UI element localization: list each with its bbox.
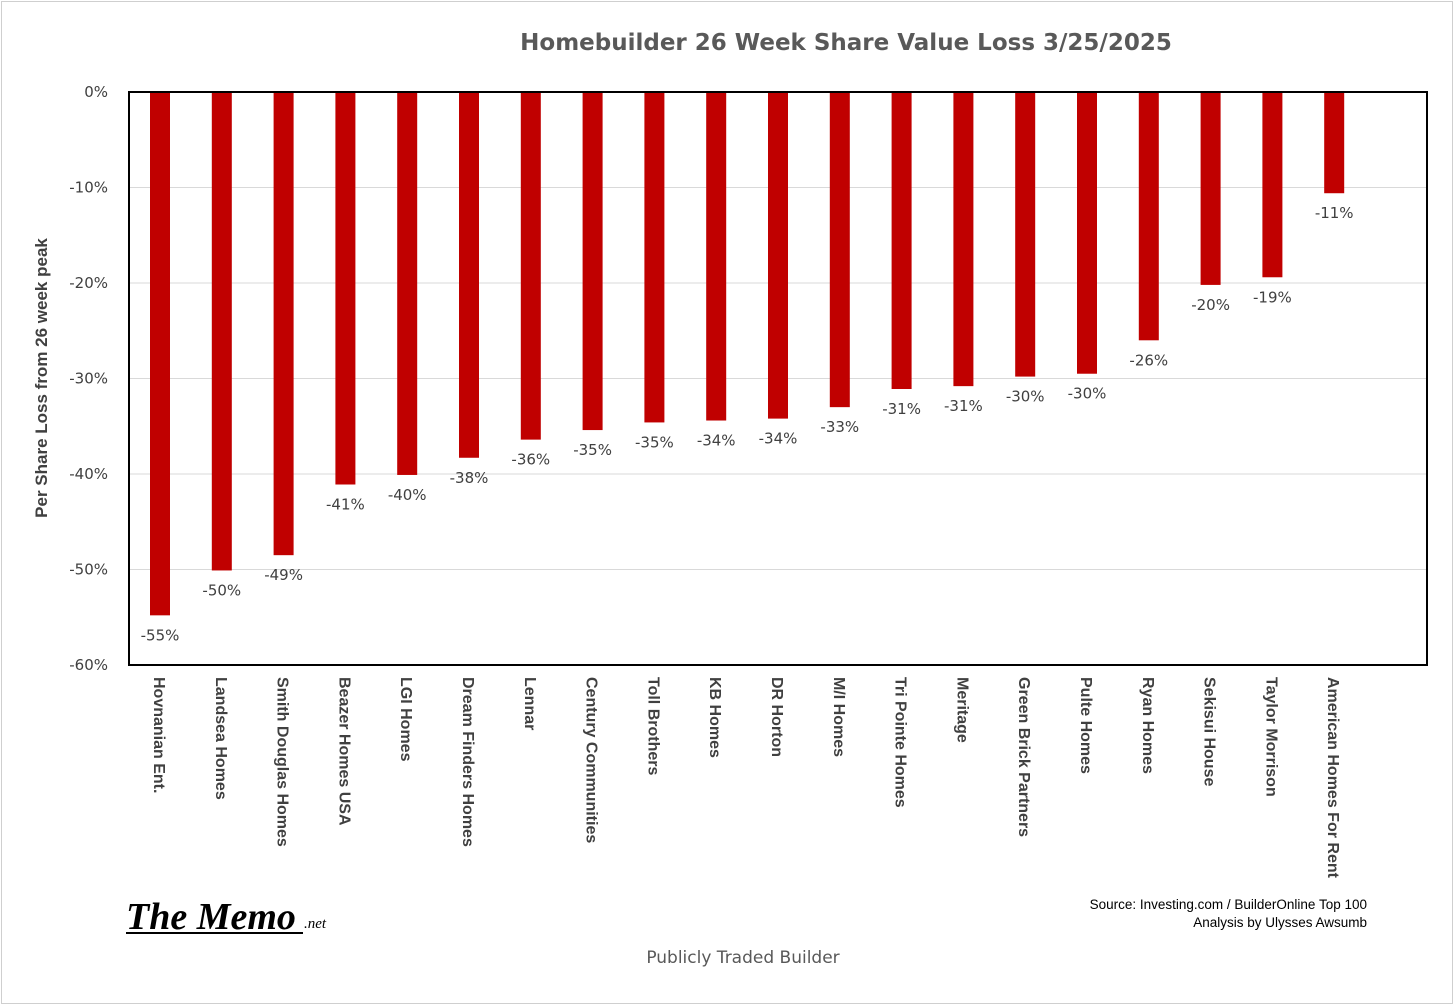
y-axis-ticks: 0% -10% -20% -30% -40% -50% -60%: [69, 83, 108, 674]
bar: [829, 92, 850, 408]
bar: [644, 92, 665, 423]
bar: [273, 92, 294, 556]
data-label: -33%: [820, 418, 859, 436]
bar: [1077, 92, 1097, 374]
x-category-label: Dream Finders Homes: [459, 677, 476, 847]
x-category-label: Tri Pointe Homes: [892, 677, 909, 808]
data-label: -35%: [635, 433, 674, 451]
logo-suffix: .net: [304, 916, 327, 932]
x-category-label: Smith Douglas Homes: [274, 677, 291, 847]
data-label: -55%: [141, 626, 180, 644]
y-tick-label: -30%: [69, 370, 108, 388]
x-category-label: LGI Homes: [397, 677, 414, 762]
data-label: -34%: [759, 430, 798, 448]
bars: [150, 92, 1345, 616]
x-category-label: Pulte Homes: [1077, 677, 1094, 774]
bar: [582, 92, 603, 431]
data-label: -30%: [1006, 388, 1045, 406]
data-label: -34%: [697, 432, 736, 450]
bar: [706, 92, 727, 421]
bar: [1138, 92, 1159, 341]
x-category-label: DR Horton: [768, 677, 785, 757]
chart-title: Homebuilder 26 Week Share Value Loss 3/2…: [520, 30, 1172, 56]
bar: [397, 92, 418, 475]
bar: [211, 92, 232, 571]
data-label: -38%: [450, 469, 489, 487]
data-label: -49%: [264, 566, 303, 584]
data-labels: -55% -50% -49% -41% -40% -38% -36% -35% -35% -34%…: [141, 204, 1354, 644]
x-category-label: Lennar: [521, 677, 538, 730]
y-tick-label: -60%: [69, 656, 108, 674]
logo-underline: [126, 932, 303, 934]
x-category-label: American Homes For Rent: [1324, 677, 1341, 879]
y-tick-label: -10%: [69, 179, 108, 197]
x-category-label: Toll Brothers: [644, 677, 661, 775]
bar: [1200, 92, 1221, 285]
x-category-label: Ryan Homes: [1139, 677, 1156, 774]
x-axis-categories: Hovnanian Ent. Landsea Homes Smith Douglas…: [150, 677, 1341, 879]
x-category-label: Green Brick Partners: [1015, 677, 1032, 837]
bar: [768, 92, 788, 419]
y-tick-label: -50%: [69, 561, 108, 579]
data-label: -40%: [388, 486, 427, 504]
bar: [520, 92, 541, 440]
y-axis-title: Per Share Loss from 26 week peak: [32, 238, 51, 518]
bar: [1262, 92, 1283, 278]
bar: [335, 92, 356, 485]
data-label: -41%: [326, 496, 365, 514]
bar: [1324, 92, 1345, 194]
x-category-label: Sekisui House: [1201, 677, 1218, 786]
y-tick-label: -40%: [69, 465, 108, 483]
data-label: -36%: [511, 451, 550, 469]
x-category-label: Landsea Homes: [212, 677, 229, 800]
bar: [150, 92, 170, 616]
x-category-label: M/I Homes: [830, 677, 847, 757]
data-label: -11%: [1315, 204, 1354, 222]
data-label: -50%: [202, 581, 241, 599]
data-label: -35%: [573, 441, 612, 459]
logo-text: The Memo: [126, 896, 296, 938]
x-category-label: Hovnanian Ent.: [150, 677, 167, 793]
x-category-label: KB Homes: [706, 677, 723, 758]
x-axis-title: Publicly Traded Builder: [646, 948, 839, 968]
data-label: -26%: [1129, 351, 1168, 369]
memo-logo: The Memo .net: [126, 896, 327, 938]
data-label: -30%: [1068, 385, 1107, 403]
x-category-label: Century Communities: [583, 677, 600, 843]
y-tick-label: -20%: [69, 274, 108, 292]
x-category-label: Meritage: [953, 677, 970, 743]
x-category-label: Beazer Homes USA: [335, 677, 352, 826]
data-label: -31%: [944, 397, 983, 415]
source-line-2: Analysis by Ulysses Awsumb: [1193, 915, 1367, 930]
bar: [459, 92, 479, 458]
data-label: -19%: [1253, 288, 1292, 306]
y-tick-label: 0%: [84, 83, 108, 101]
bar: [1015, 92, 1036, 377]
plot-area-border: [128, 91, 1428, 666]
x-category-label: Taylor Morrison: [1262, 677, 1279, 797]
bar: [891, 92, 912, 390]
source-line-1: Source: Investing.com / BuilderOnline To…: [1090, 897, 1367, 912]
bar: [953, 92, 974, 387]
data-label: -20%: [1191, 296, 1230, 314]
data-label: -31%: [882, 400, 921, 418]
